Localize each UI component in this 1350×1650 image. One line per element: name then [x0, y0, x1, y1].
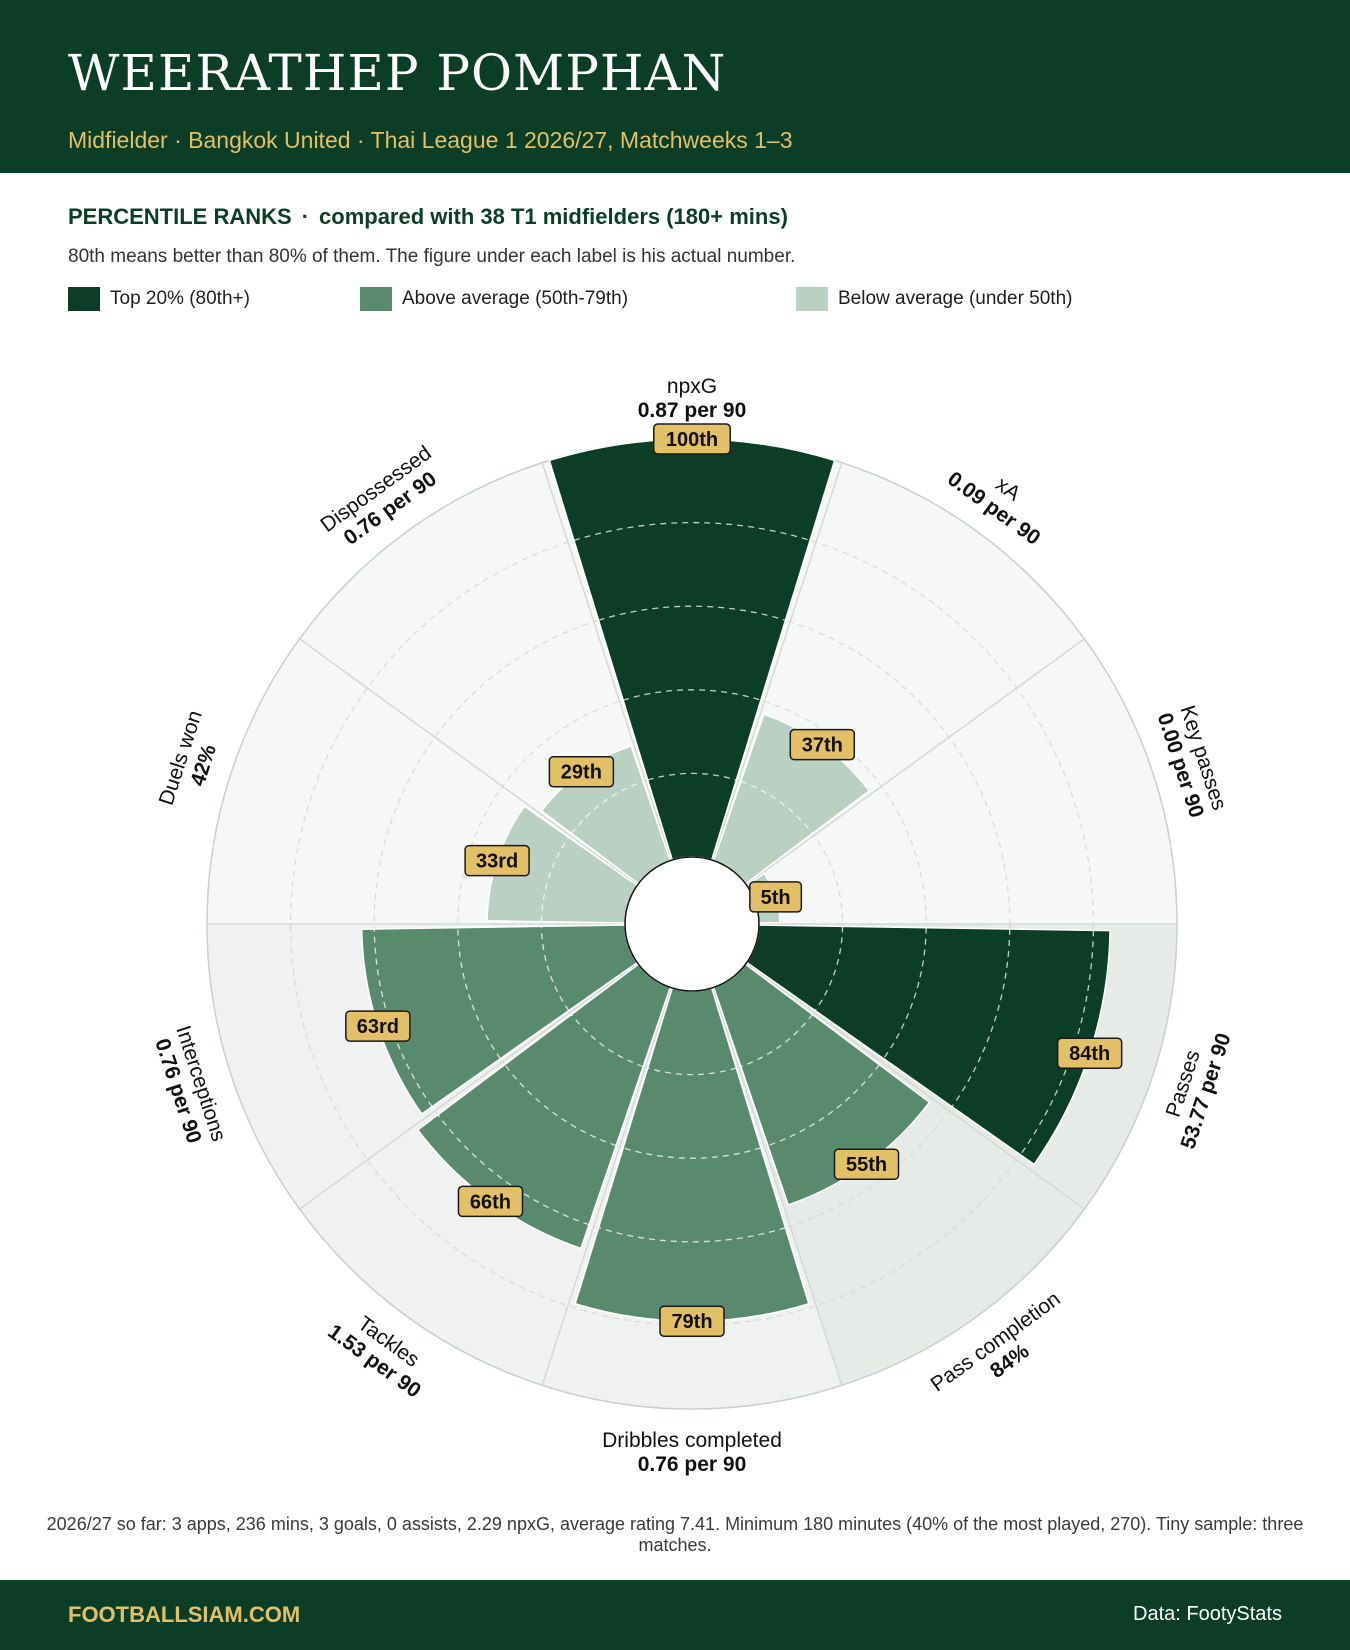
badge-tackles: 66th [457, 1185, 524, 1218]
section-separator: · [301, 204, 310, 229]
badge-key-passes: 5th [749, 881, 803, 913]
percentile-label: 79th [671, 1311, 712, 1333]
bar-gridline [622, 689, 762, 701]
section-heading: PERCENTILE RANKS · compared with 38 T1 mid… [68, 204, 788, 230]
bar-gridline [457, 927, 501, 1060]
header-banner: WEERATHEP POMPHAN Midfielder · Bangkok U… [0, 0, 1350, 173]
percentile-label: 55th [846, 1154, 887, 1176]
explanation-note: 80th means better than 80% of them. The … [68, 246, 796, 267]
legend-label-top: Top 20% (80th+) [110, 288, 250, 309]
badge-passes: 84th [1056, 1037, 1123, 1069]
spoke [541, 462, 673, 861]
spoke [711, 987, 843, 1386]
footnote: 2026/27 so far: 3 apps, 236 mins, 3 goal… [46, 1514, 1304, 1555]
bar-gridline [373, 928, 433, 1108]
badge-box [659, 1305, 725, 1337]
spoke [541, 987, 673, 1386]
spoke [299, 962, 639, 1210]
bar-gridline [647, 772, 737, 781]
category-label: npxG [667, 375, 717, 398]
chart-center [624, 856, 760, 992]
percentile-label: 100th [666, 429, 718, 451]
bar-gridline [540, 926, 570, 1011]
data-source: Data: FootyStats [1133, 1603, 1282, 1625]
badge-box [457, 1185, 524, 1218]
bar-gridline [540, 837, 570, 922]
section-title: PERCENTILE RANKS [68, 204, 292, 229]
spoke [711, 462, 843, 861]
badge-box [548, 755, 615, 788]
bg-slice-key-passes [746, 638, 1177, 924]
badge-dispossessed: 29th [548, 755, 615, 788]
legend-swatch-top [68, 287, 100, 311]
comparison-text: compared with 38 T1 midfielders (180+ mi… [319, 204, 788, 229]
badge-box [345, 1010, 411, 1042]
bar-gridline [571, 1014, 644, 1068]
legend-item-top: Top 20% (80th+) [68, 286, 250, 312]
center-hole [624, 856, 760, 992]
percentile-label: 37th [802, 735, 843, 757]
badge-xa: 37th [789, 728, 856, 761]
badge-box [1056, 1037, 1123, 1069]
badge-dribbles-completed: 79th [659, 1305, 725, 1337]
percentile-label: 29th [561, 762, 602, 784]
percentile-label: 84th [1069, 1043, 1110, 1065]
badge-interceptions: 63rd [345, 1010, 411, 1042]
badge-npxg: 100th [653, 423, 731, 455]
bar-gridline [598, 1227, 786, 1243]
percentile-label: 33rd [476, 851, 518, 873]
legend-swatch-above [360, 287, 392, 311]
legend-item-below: Below average (under 50th) [796, 286, 1072, 312]
bar-gridline [1019, 930, 1094, 1156]
badge-duels-won: 33rd [464, 844, 530, 877]
bar-gridline [571, 780, 644, 834]
bar-gridline [951, 928, 1011, 1108]
bar-gridline [622, 1147, 762, 1159]
bar-gridline [740, 1014, 813, 1068]
legend-swatch-below [796, 287, 828, 311]
bar-gridline [647, 1067, 737, 1076]
spoke [745, 638, 1085, 886]
badge-box [789, 728, 856, 761]
bar-gridline [767, 1064, 880, 1147]
percentile-label: 5th [761, 887, 791, 909]
category-label: Dribbles completed [602, 1429, 782, 1452]
bar-gridline [504, 1064, 617, 1147]
badge-box [833, 1148, 900, 1180]
legend-label-below: Below average (under 50th) [838, 288, 1073, 309]
actual-value-label: 0.87 per 90 [638, 399, 747, 422]
badge-box [653, 423, 731, 455]
chart-badges: 100th 37th 5th 84th 55th 79th 66th 63rd 33rd 29th [345, 423, 1123, 1337]
bar-gridline [740, 780, 813, 834]
bar-gridline [814, 926, 844, 1011]
bar-gridline [573, 522, 811, 541]
badge-box [749, 881, 803, 913]
player-name: WEERATHEP POMPHAN [68, 44, 727, 102]
bar-gridline [883, 927, 927, 1060]
badge-box [464, 844, 530, 877]
percentile-label: 63rd [357, 1016, 399, 1038]
legend-item-above: Above average (50th-79th) [360, 286, 628, 312]
legend-label-above: Above average (50th-79th) [402, 288, 629, 309]
spoke [299, 638, 639, 886]
bar-gridline [598, 605, 786, 621]
badge-pass-completion: 55th [833, 1148, 900, 1180]
percentile-label: 66th [470, 1191, 511, 1213]
bar-gridline [437, 1114, 590, 1226]
footer-bar: FOOTBALLSIAM.COM Data: FootyStats [0, 1580, 1350, 1650]
site-name: FOOTBALLSIAM.COM [68, 1602, 301, 1627]
actual-value-label: 0.76 per 90 [638, 1453, 747, 1476]
chart-bar-gridlines [373, 522, 1094, 1243]
spoke [745, 962, 1085, 1210]
player-subtitle: Midfielder · Bangkok United · Thai Leagu… [68, 127, 793, 153]
